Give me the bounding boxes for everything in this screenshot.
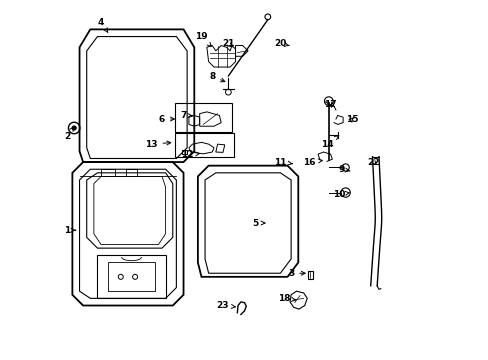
Text: 18: 18 <box>277 294 295 303</box>
Text: 19: 19 <box>195 32 211 46</box>
Text: 4: 4 <box>98 18 107 32</box>
Text: 10: 10 <box>333 190 348 199</box>
Text: 8: 8 <box>209 72 224 82</box>
Text: 6: 6 <box>159 114 174 123</box>
Text: 15: 15 <box>345 114 358 123</box>
Text: 14: 14 <box>320 136 338 149</box>
Text: 2: 2 <box>64 127 74 141</box>
Text: 5: 5 <box>252 219 264 228</box>
Text: 22: 22 <box>366 158 379 167</box>
Text: 23: 23 <box>216 301 235 310</box>
Text: 3: 3 <box>287 269 305 278</box>
Text: 7: 7 <box>180 111 192 120</box>
Text: 21: 21 <box>222 39 234 48</box>
Text: 20: 20 <box>274 39 289 48</box>
Bar <box>174 134 233 157</box>
Text: 17: 17 <box>324 100 336 109</box>
Text: 16: 16 <box>302 158 322 167</box>
Circle shape <box>72 126 76 130</box>
Text: 13: 13 <box>145 140 170 149</box>
Text: 11: 11 <box>274 158 292 167</box>
Text: 9: 9 <box>337 165 349 174</box>
Text: 12: 12 <box>181 150 199 159</box>
Text: 1: 1 <box>64 226 76 235</box>
Bar <box>174 103 231 132</box>
